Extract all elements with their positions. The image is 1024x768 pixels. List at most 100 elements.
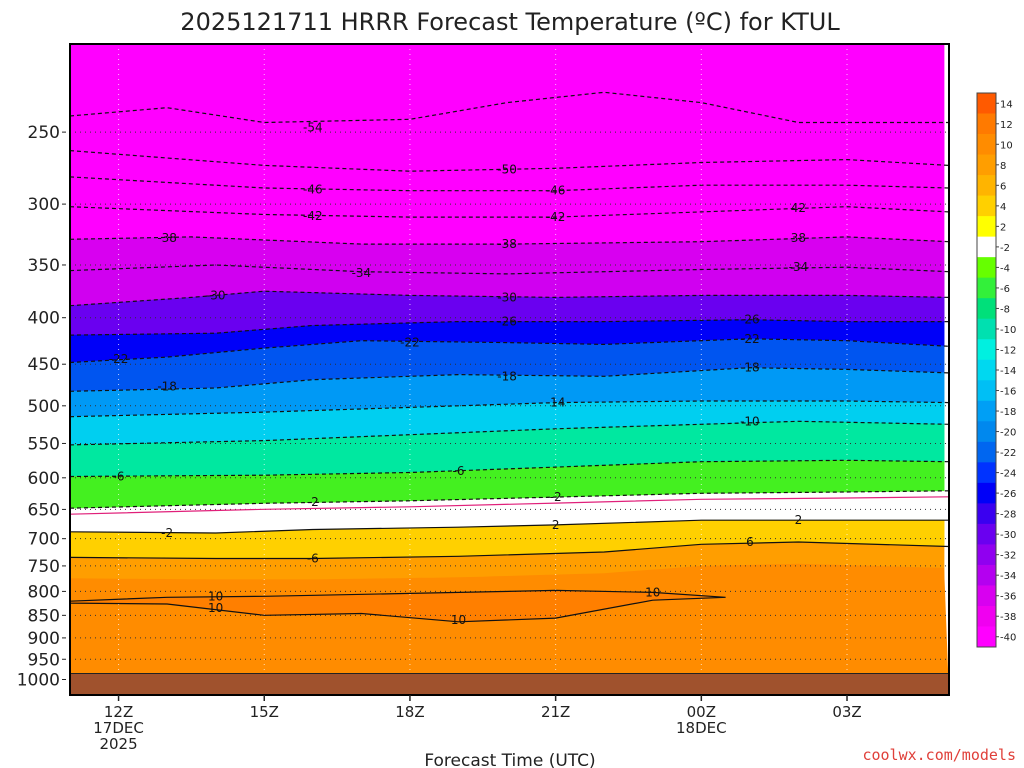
colorbar-label: -32 [1000, 551, 1016, 562]
colorbar-swatch [977, 482, 996, 504]
colorbar: 14 12 10 8 6 4 2 -2 -4 -6 -8 -10 -12 -14 -16 -18 -20 -22 -… [976, 92, 1016, 648]
y-tick-label: 600 [28, 469, 60, 489]
y-tick-label: 300 [28, 195, 60, 215]
x-tick-label: 00Z [687, 703, 716, 721]
colorbar-label: -36 [1000, 592, 1016, 603]
x-tick-label: 17DEC [93, 719, 144, 737]
freezing-line [70, 496, 949, 515]
colorbar-swatch [977, 216, 996, 238]
colorbar-label: 8 [1000, 161, 1006, 172]
colorbar-label: 12 [1000, 120, 1013, 131]
isotherm-label: -42 [546, 210, 566, 224]
isotherm-label: -6 [307, 551, 319, 565]
isotherm-label: -6 [453, 464, 465, 478]
colorbar-swatch [977, 339, 996, 361]
isotherm--18 [70, 367, 949, 392]
credit-link[interactable]: coolwx.com/models [862, 746, 1016, 764]
colorbar-label: -20 [1000, 428, 1016, 439]
isotherm--38 [70, 236, 949, 245]
x-tick-label: 12Z [104, 703, 133, 721]
colorbar-swatch [977, 93, 996, 115]
colorbar-swatch [977, 421, 996, 443]
y-tick-label: 550 [28, 434, 60, 454]
y-tick-label: 450 [28, 355, 60, 375]
colorbar-swatch [977, 257, 996, 279]
isotherm-label: -46 [546, 184, 566, 198]
isotherm-label: 10 [645, 585, 660, 599]
x-tick-label: 15Z [250, 703, 279, 721]
isotherm-label: 2 [552, 518, 560, 532]
y-axis-ticks: 250 300 350 400 450 500 550 600 650 700 750 800 850 9… [17, 123, 66, 691]
isotherm-label: -10 [740, 414, 760, 428]
isotherm-label: -26 [740, 313, 760, 327]
x-tick-label: 2025 [99, 735, 137, 753]
isotherm-label: -54 [303, 120, 323, 134]
isotherm--6 [70, 459, 949, 478]
isotherm-label: -38 [157, 231, 177, 245]
isotherm-label: -22 [109, 352, 129, 366]
isotherm-label: -26 [497, 315, 517, 329]
isotherm-label: -2 [307, 495, 319, 509]
colorbar-swatch [977, 605, 996, 627]
colorbar-label: -38 [1000, 612, 1016, 623]
colorbar-label: -2 [1000, 243, 1010, 254]
isotherm-label: 10 [208, 601, 223, 615]
y-tick-label: 850 [28, 606, 60, 626]
colorbar-label: -28 [1000, 510, 1016, 521]
colorbar-swatch [977, 113, 996, 135]
colorbar-label: 10 [1000, 140, 1013, 151]
isotherm-label: -14 [546, 396, 566, 410]
isotherm-label: -18 [740, 361, 760, 375]
y-tick-label: 250 [28, 123, 60, 143]
colorbar-label: -10 [1000, 325, 1016, 336]
colorbar-label: -6 [1000, 284, 1010, 295]
colorbar-label: -24 [1000, 469, 1016, 480]
colorbar-label: -26 [1000, 489, 1016, 500]
y-tick-label: 800 [28, 582, 60, 602]
isotherm-labels: -54 -50 -46 -46 -42 -42 42 -38 -38 38 -34 -34 -30 -30… [109, 120, 808, 627]
isotherm-label: -22 [400, 336, 420, 350]
isotherm-label: -30 [206, 288, 226, 302]
colorbar-swatch [977, 318, 996, 340]
colorbar-swatch [977, 154, 996, 176]
y-tick-label: 350 [28, 256, 60, 276]
isotherm-2 [70, 519, 949, 534]
colorbar-label: -18 [1000, 407, 1016, 418]
isotherm-label: 42 [791, 201, 806, 215]
isotherm--26 [70, 319, 949, 336]
colorbar-swatch [977, 175, 996, 197]
colorbar-label: 6 [1000, 181, 1006, 192]
y-tick-label: 950 [28, 650, 60, 670]
colorbar-swatch [977, 585, 996, 607]
colorbar-swatch [977, 298, 996, 320]
y-tick-label: 1000 [17, 671, 60, 691]
colorbar-label: -16 [1000, 387, 1016, 398]
colorbar-label: -14 [1000, 366, 1016, 377]
colorbar-label: 2 [1000, 222, 1006, 233]
colorbar-swatch [977, 462, 996, 484]
isotherm-label: -46 [303, 182, 323, 196]
colorbar-swatch [977, 441, 996, 463]
colorbar-swatch [977, 544, 996, 566]
isotherm-label: -2 [550, 490, 562, 504]
colorbar-label: -4 [1000, 263, 1010, 274]
colorbar-label: -40 [1000, 633, 1016, 644]
isotherm-label: -50 [497, 163, 517, 177]
isotherm-label: 10 [451, 613, 466, 627]
isotherm--42 [70, 206, 949, 218]
colorbar-swatch [977, 626, 996, 648]
isotherm--34 [70, 264, 949, 275]
x-tick-label: 18Z [395, 703, 424, 721]
colorbar-label: -22 [1000, 448, 1016, 459]
colorbar-swatch [977, 564, 996, 586]
isotherm-label: 6 [746, 535, 754, 549]
isotherm-label: -18 [497, 369, 517, 383]
isotherm--46 [70, 176, 949, 192]
y-tick-label: 650 [28, 500, 60, 520]
colorbar-label: 4 [1000, 202, 1006, 213]
colorbar-swatch [977, 277, 996, 299]
isotherm-label: 38 [791, 231, 806, 245]
y-tick-label: 500 [28, 397, 60, 417]
isotherm-label: -22 [740, 332, 760, 346]
